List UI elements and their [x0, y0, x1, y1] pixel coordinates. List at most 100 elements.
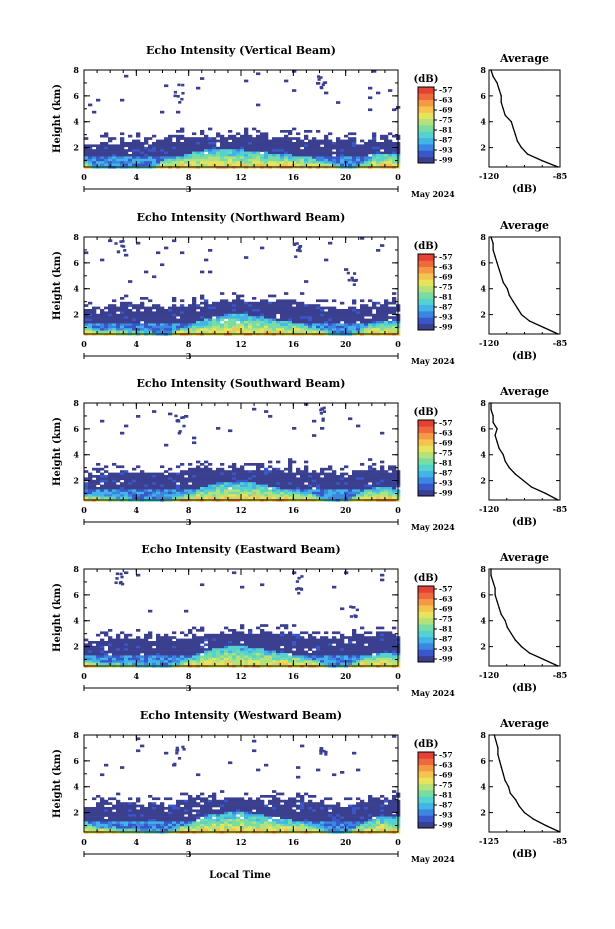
- heatmap-cell: [212, 304, 217, 307]
- heatmap-cell: [204, 660, 209, 663]
- heatmap-cell: [344, 268, 349, 271]
- heatmap-cell: [296, 301, 301, 305]
- heatmap-cell: [380, 304, 385, 307]
- heatmap-cell: [350, 276, 354, 280]
- heatmap-cell: [96, 491, 101, 495]
- heatmap-cell: [232, 470, 237, 473]
- heatmap-cell: [360, 151, 365, 155]
- y-tick-label: 4: [73, 117, 79, 127]
- heatmap-cell: [104, 156, 109, 160]
- heatmap-cell: [256, 72, 261, 76]
- heatmap-cell: [372, 482, 377, 485]
- heatmap-cell: [96, 151, 101, 155]
- heatmap-cell: [216, 313, 221, 317]
- heatmap-cell: [120, 325, 125, 329]
- heatmap-cell: [264, 299, 269, 303]
- heatmap-cell: [288, 309, 293, 312]
- heatmap-cell: [236, 633, 241, 637]
- heatmap-cell: [312, 139, 317, 143]
- heatmap-cell: [248, 496, 253, 500]
- heatmap-cell: [200, 270, 205, 274]
- heatmap-cell: [392, 475, 397, 478]
- colorbar-tick-label: -63: [439, 263, 453, 272]
- heatmap-cell: [144, 297, 149, 300]
- heatmap-cell: [104, 479, 109, 483]
- heatmap-cell: [336, 491, 341, 495]
- heatmap-cell: [268, 146, 273, 150]
- heatmap-cell: [140, 645, 145, 649]
- heatmap-cell: [148, 330, 153, 334]
- heatmap-cell: [288, 641, 293, 644]
- heatmap-cell: [100, 321, 105, 324]
- average-frame: [488, 69, 561, 168]
- heatmap-cell: [156, 660, 161, 663]
- heatmap-cell: [172, 309, 177, 312]
- heatmap-cell: [300, 662, 305, 666]
- heatmap-cell: [84, 313, 89, 317]
- heatmap-cell: [364, 323, 369, 327]
- heatmap-cell: [288, 316, 293, 319]
- heatmap-cell: [296, 655, 301, 659]
- heatmap-cell: [115, 577, 119, 580]
- heatmap-cell: [176, 149, 181, 152]
- heatmap-cell: [128, 323, 133, 327]
- heatmap-cell: [192, 321, 197, 324]
- heatmap-cell: [372, 132, 377, 136]
- heatmap-cell: [384, 137, 389, 140]
- heatmap-cell: [288, 472, 293, 476]
- heatmap-cell: [312, 311, 317, 315]
- heatmap-cell: [168, 412, 173, 416]
- heatmap-cell: [284, 477, 289, 481]
- heatmap-cell: [172, 655, 177, 659]
- heatmap-cell: [188, 158, 193, 162]
- heatmap-cell: [236, 662, 241, 666]
- heatmap-cell: [120, 643, 125, 647]
- heatmap-cell: [252, 636, 257, 639]
- heatmap-cell: [232, 151, 237, 155]
- heatmap-cell: [128, 318, 133, 322]
- heatmap-cell: [120, 575, 124, 579]
- heatmap-cell: [148, 645, 153, 649]
- heatmap-cell: [220, 657, 225, 661]
- heatmap-cell: [228, 306, 233, 310]
- heatmap-cell: [240, 489, 245, 493]
- heatmap-cell: [112, 655, 117, 659]
- heatmap-cell: [136, 496, 141, 500]
- heatmap-cell: [264, 156, 269, 160]
- heatmap-cell: [96, 156, 101, 160]
- heatmap-cell: [352, 318, 357, 322]
- heatmap-cell: [292, 650, 297, 654]
- heatmap-cell: [124, 470, 129, 473]
- heatmap-cell: [284, 154, 289, 157]
- heatmap-cell: [100, 316, 105, 319]
- heatmap-cell: [252, 316, 257, 319]
- heatmap-cell: [172, 321, 177, 324]
- heatmap-cell: [324, 313, 329, 317]
- heatmap-cell: [120, 297, 125, 300]
- heatmap-cell: [240, 482, 245, 485]
- heatmap-cell: [336, 641, 341, 644]
- heatmap-cell: [96, 648, 101, 651]
- heatmap-cell: [356, 156, 361, 160]
- heatmap-cell: [180, 309, 185, 312]
- heatmap-cell: [324, 139, 329, 143]
- heatmap-cell: [116, 149, 121, 152]
- heatmap-cell: [156, 477, 161, 481]
- heatmap-cell: [156, 328, 161, 331]
- heatmap-cell: [360, 475, 365, 478]
- heatmap-cell: [300, 472, 305, 476]
- heatmap-cell: [240, 163, 245, 167]
- heatmap-cell: [328, 465, 333, 469]
- heatmap-cell: [332, 472, 337, 476]
- heatmap-cell: [348, 306, 353, 310]
- heatmap-cell: [212, 636, 217, 639]
- heatmap-cell: [348, 146, 353, 150]
- heatmap-cell: [380, 321, 385, 324]
- heatmap-cell: [96, 494, 101, 497]
- heatmap-cell: [336, 631, 341, 635]
- heatmap-cell: [364, 655, 369, 659]
- heatmap-cell: [368, 662, 373, 666]
- heatmap-cell: [124, 301, 129, 305]
- heatmap-cell: [92, 323, 97, 327]
- heatmap-cell: [96, 321, 101, 324]
